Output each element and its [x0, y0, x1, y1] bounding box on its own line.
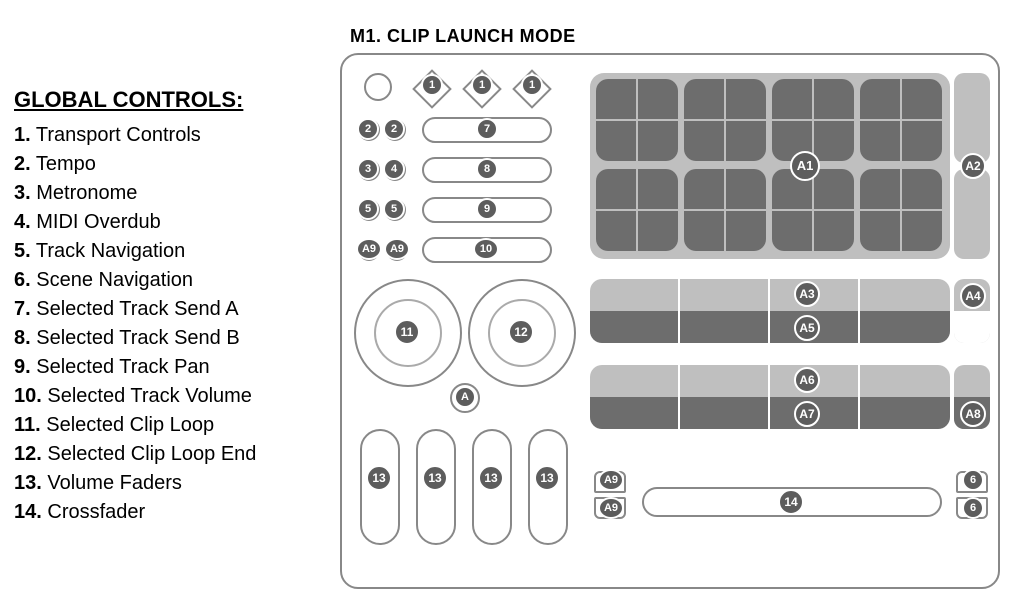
- legend-item: 14. Crossfader: [14, 498, 332, 527]
- badge-a7: A7: [794, 401, 820, 427]
- scene-cell: [954, 73, 990, 163]
- badge-6: 6: [962, 469, 984, 491]
- legend-item: 3. Metronome: [14, 179, 332, 208]
- legend-item: 7. Selected Track Send A: [14, 295, 332, 324]
- badge-9: 9: [476, 198, 498, 220]
- badge-1: 1: [421, 74, 443, 96]
- badge-a3: A3: [794, 281, 820, 307]
- knob-icon: [364, 73, 392, 101]
- legend-item: 12. Selected Clip Loop End: [14, 440, 332, 469]
- legend-item: 13. Volume Faders: [14, 469, 332, 498]
- badge-a: A: [454, 386, 476, 408]
- badge-a8: A8: [960, 401, 986, 427]
- legend-panel: GLOBAL CONTROLS: 1. Transport Controls 2…: [0, 67, 340, 547]
- badge-a2: A2: [960, 153, 986, 179]
- row-strip: [590, 279, 950, 343]
- badge-8: 8: [476, 158, 498, 180]
- badge-13: 13: [478, 465, 504, 491]
- legend-item: 2. Tempo: [14, 150, 332, 179]
- badge-1: 1: [521, 74, 543, 96]
- badge-12: 12: [508, 319, 534, 345]
- clip-pad: [860, 79, 942, 161]
- legend-item: 8. Selected Track Send B: [14, 324, 332, 353]
- legend-title: GLOBAL CONTROLS:: [14, 87, 332, 113]
- badge-a9: A9: [598, 497, 624, 519]
- badge-a9: A9: [598, 469, 624, 491]
- scene-cell: [954, 169, 990, 259]
- badge-5: 5: [357, 198, 379, 220]
- legend-item: 6. Scene Navigation: [14, 266, 332, 295]
- row-strip: [590, 365, 950, 429]
- diagram-panel: M1. CLIP LAUNCH MODE 1 1 1 2 2 7 3 4 8 5…: [340, 16, 1024, 599]
- clip-pad: [684, 169, 766, 251]
- legend-item: 11. Selected Clip Loop: [14, 411, 332, 440]
- badge-5: 5: [383, 198, 405, 220]
- clip-pad: [596, 169, 678, 251]
- clip-pad: [860, 169, 942, 251]
- legend-item: 4. MIDI Overdub: [14, 208, 332, 237]
- device-outline: 1 1 1 2 2 7 3 4 8 5 5 9 A9 A9 10: [340, 53, 1000, 589]
- legend-item: 10. Selected Track Volume: [14, 382, 332, 411]
- badge-a5: A5: [794, 315, 820, 341]
- badge-10: 10: [473, 238, 499, 260]
- badge-a6: A6: [794, 367, 820, 393]
- badge-3: 3: [357, 158, 379, 180]
- badge-4: 4: [383, 158, 405, 180]
- legend-item: 1. Transport Controls: [14, 121, 332, 150]
- clip-pad: [684, 79, 766, 161]
- badge-13: 13: [422, 465, 448, 491]
- badge-2: 2: [383, 118, 405, 140]
- badge-a4: A4: [960, 283, 986, 309]
- badge-6: 6: [962, 497, 984, 519]
- clip-pad: [772, 169, 854, 251]
- badge-a9: A9: [356, 238, 382, 260]
- badge-1: 1: [471, 74, 493, 96]
- badge-7: 7: [476, 118, 498, 140]
- legend-item: 5. Track Navigation: [14, 237, 332, 266]
- badge-a1: A1: [790, 151, 820, 181]
- badge-13: 13: [366, 465, 392, 491]
- badge-2: 2: [357, 118, 379, 140]
- badge-13: 13: [534, 465, 560, 491]
- mode-title: M1. CLIP LAUNCH MODE: [350, 26, 1004, 47]
- legend-item: 9. Selected Track Pan: [14, 353, 332, 382]
- badge-14: 14: [778, 489, 804, 515]
- badge-11: 11: [394, 319, 420, 345]
- clip-pad: [772, 79, 854, 161]
- badge-a9: A9: [384, 238, 410, 260]
- clip-pad: [596, 79, 678, 161]
